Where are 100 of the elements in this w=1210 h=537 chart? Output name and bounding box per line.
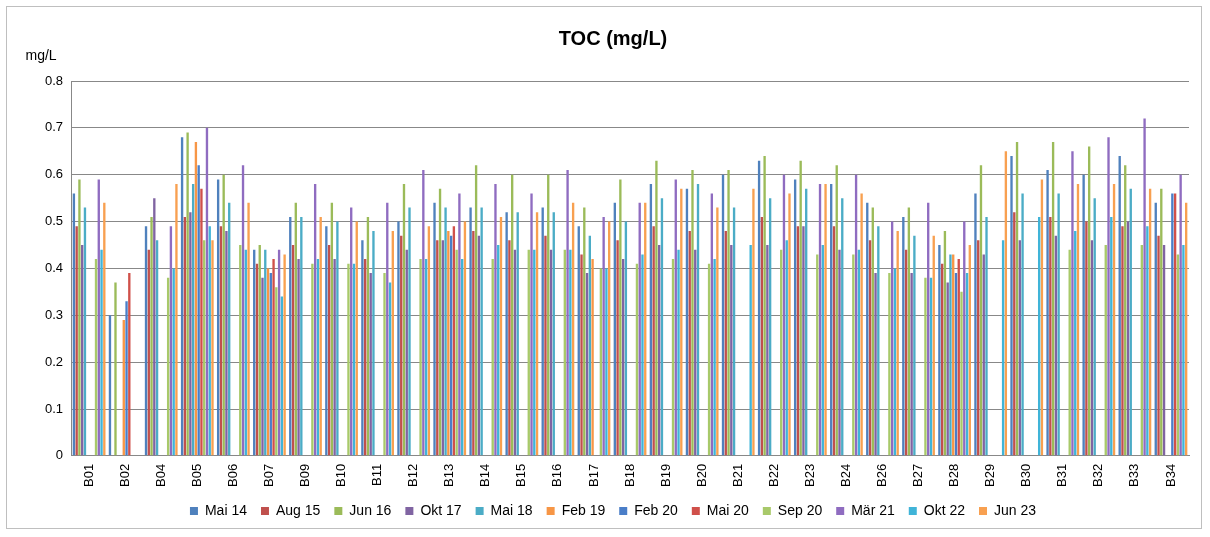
bar bbox=[752, 188, 755, 456]
bar bbox=[100, 249, 103, 456]
x-tick-label: B09 bbox=[297, 463, 313, 488]
bar bbox=[1121, 226, 1124, 456]
y-tick-label: 0.8 bbox=[44, 72, 64, 88]
bar bbox=[641, 254, 644, 456]
bar bbox=[580, 254, 583, 456]
x-tick-label: B10 bbox=[333, 463, 349, 488]
bar bbox=[447, 230, 450, 456]
bar bbox=[602, 216, 605, 456]
bar bbox=[297, 259, 300, 456]
bar bbox=[1057, 193, 1060, 456]
bar bbox=[225, 230, 228, 456]
legend-label: Mär 21 bbox=[851, 501, 895, 518]
bar bbox=[860, 193, 863, 456]
bar bbox=[480, 207, 483, 456]
bar bbox=[591, 259, 594, 456]
legend-label: Feb 20 bbox=[634, 501, 679, 518]
legend-label: Jun 16 bbox=[349, 501, 392, 518]
bar bbox=[1021, 193, 1024, 456]
bar bbox=[874, 273, 877, 456]
bar bbox=[566, 170, 569, 456]
bar bbox=[838, 249, 841, 456]
legend-label: Okt 22 bbox=[923, 501, 966, 518]
y-tick-label: 0.5 bbox=[44, 213, 64, 229]
bar bbox=[419, 259, 422, 456]
x-tick-label: B19 bbox=[657, 463, 673, 488]
bar bbox=[125, 301, 128, 456]
bar bbox=[788, 193, 791, 456]
bar bbox=[716, 207, 719, 456]
bar bbox=[960, 291, 963, 456]
bar bbox=[114, 282, 117, 456]
x-tick-label: B06 bbox=[224, 463, 240, 488]
bar bbox=[1049, 216, 1052, 456]
x-tick-label: B05 bbox=[188, 463, 204, 488]
bar bbox=[1182, 245, 1185, 456]
x-tick-label: B33 bbox=[1126, 463, 1142, 488]
bar bbox=[1082, 174, 1085, 456]
x-tick-label: B32 bbox=[1090, 463, 1106, 488]
y-tick-label: 0.2 bbox=[44, 353, 64, 369]
bar bbox=[361, 240, 364, 456]
bar bbox=[347, 263, 350, 456]
bar bbox=[749, 245, 752, 456]
bar bbox=[247, 202, 250, 456]
y-tick-label: 0.6 bbox=[44, 166, 64, 182]
bar bbox=[974, 193, 977, 456]
x-tick-label: B22 bbox=[765, 463, 781, 488]
legend-label: Okt 17 bbox=[420, 501, 462, 518]
x-tick-label: B30 bbox=[1018, 463, 1034, 488]
bar bbox=[691, 170, 694, 456]
x-tick-label: B24 bbox=[837, 463, 853, 488]
y-tick-label: 0.4 bbox=[44, 260, 64, 276]
x-tick-label: B12 bbox=[405, 463, 421, 488]
bar bbox=[924, 277, 927, 456]
bar bbox=[469, 207, 472, 456]
bar bbox=[422, 170, 425, 456]
x-tick-label: B15 bbox=[513, 463, 529, 488]
bar bbox=[325, 226, 328, 456]
bar bbox=[150, 216, 153, 456]
bar bbox=[1157, 235, 1160, 456]
bar bbox=[727, 170, 730, 456]
bar bbox=[494, 184, 497, 456]
bar bbox=[938, 245, 941, 456]
bar bbox=[200, 188, 203, 456]
bar bbox=[283, 254, 286, 456]
bar bbox=[1143, 118, 1146, 456]
bar bbox=[677, 249, 680, 456]
bar bbox=[652, 226, 655, 456]
x-tick-label: B29 bbox=[982, 463, 998, 488]
bar bbox=[902, 216, 905, 456]
x-tick-label: B34 bbox=[1162, 463, 1178, 488]
y-axis-title: mg/L bbox=[25, 46, 57, 63]
bar bbox=[408, 207, 411, 456]
bar bbox=[458, 193, 461, 456]
x-tick-label: B11 bbox=[369, 463, 385, 487]
bar bbox=[505, 212, 508, 456]
chart-title: TOC (mg/L) bbox=[558, 26, 668, 49]
x-tick-label: B27 bbox=[910, 463, 926, 488]
bar bbox=[433, 202, 436, 456]
legend-label: Mai 18 bbox=[490, 501, 533, 518]
legend-label: Feb 19 bbox=[561, 501, 606, 518]
bar bbox=[261, 277, 264, 456]
bar bbox=[275, 287, 278, 456]
bar bbox=[444, 207, 447, 456]
x-tick-label: B21 bbox=[729, 463, 745, 488]
bar bbox=[336, 221, 339, 456]
bar bbox=[1107, 137, 1110, 456]
x-tick-label: B31 bbox=[1054, 463, 1070, 488]
bar bbox=[300, 216, 303, 456]
bar bbox=[197, 165, 200, 456]
x-tick-label: B23 bbox=[801, 463, 817, 488]
x-tick-label: B28 bbox=[946, 463, 962, 488]
bar bbox=[569, 249, 572, 456]
bar bbox=[272, 259, 275, 456]
x-tick-label: B20 bbox=[693, 463, 709, 488]
bar bbox=[78, 179, 81, 456]
bar bbox=[799, 160, 802, 456]
bar bbox=[1046, 170, 1049, 456]
bar bbox=[211, 240, 214, 456]
bar bbox=[1010, 155, 1013, 456]
